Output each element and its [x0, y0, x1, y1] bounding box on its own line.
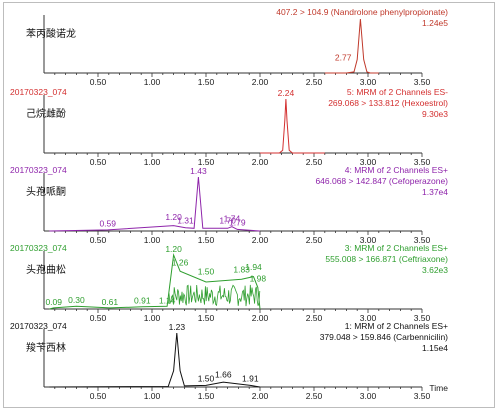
peak-label: 1.94	[245, 262, 262, 272]
x-tick-label: 1.00	[144, 235, 161, 245]
trace-header: 4: MRM of 2 Channels ES+	[345, 165, 448, 175]
trace-header: 3.62e3	[422, 265, 448, 275]
trace-header: 407.2 > 104.9 (Nandrolone phenylpropiona…	[276, 7, 448, 17]
x-tick-label: 2.00	[252, 313, 269, 323]
trace-header: 5: MRM of 2 Channels ES-	[347, 87, 448, 97]
trace-header: 1.24e5	[422, 18, 448, 28]
compound-name: 头孢哌酮	[26, 185, 66, 198]
trace-line	[49, 176, 261, 232]
trace-noise	[167, 284, 261, 307]
trace-header: 1: MRM of 2 Channels ES+	[345, 321, 448, 331]
x-tick-label: 0.50	[90, 235, 107, 245]
x-tick-label: 1.00	[144, 391, 161, 401]
peak-label: 1.98	[250, 274, 267, 284]
trace-header: 555.008 > 166.871 (Ceftriaxone)	[325, 254, 448, 264]
peak-label: 0.59	[99, 218, 116, 228]
x-tick-label: 3.00	[360, 157, 377, 167]
x-tick-label: 0.50	[90, 77, 107, 87]
peak-label: 2.77	[335, 52, 352, 62]
x-tick-label: 3.50	[414, 391, 431, 401]
peak-label: 1.23	[169, 322, 186, 332]
peak-label: 0.61	[102, 297, 119, 307]
peak-label: 1.66	[215, 370, 232, 380]
x-tick-label: 3.50	[414, 235, 431, 245]
x-tick-label: 2.00	[252, 77, 269, 87]
trace-header: 269.068 > 133.812 (Hexoestrol)	[328, 98, 448, 108]
sample-id: 20170323_074	[10, 243, 67, 253]
sample-id: 20170323_074	[10, 165, 67, 175]
x-tick-label: 1.50	[198, 313, 215, 323]
peak-label: 1.20	[165, 212, 182, 222]
peak-label: 2.24	[278, 88, 295, 98]
x-tick-label: 3.00	[360, 313, 377, 323]
x-tick-label: 1.00	[144, 313, 161, 323]
trace-header: 379.048 > 159.846 (Carbennicilin)	[320, 332, 448, 342]
x-tick-label: 2.50	[306, 313, 323, 323]
peak-label: 1.50	[198, 373, 215, 383]
compound-name: 苯丙酸诺龙	[26, 27, 76, 40]
peak-label: 1.43	[190, 166, 207, 176]
trace-header: 3: MRM of 2 Channels ES+	[345, 243, 448, 253]
trace-line	[260, 98, 325, 154]
compound-name: 头孢曲松	[26, 263, 66, 276]
chromatogram-stack: 407.2 > 104.9 (Nandrolone phenylpropiona…	[10, 7, 448, 401]
trace-header: 646.068 > 142.847 (Cefoperazone)	[315, 176, 448, 186]
peak-label: 0.09	[45, 297, 62, 307]
peak-label: 1.91	[242, 373, 259, 383]
chromatogram-frame: 407.2 > 104.9 (Nandrolone phenylpropiona…	[3, 2, 495, 408]
x-tick-label: 1.00	[144, 77, 161, 87]
peak-label: 1.26	[172, 258, 189, 268]
x-tick-label: 1.50	[198, 391, 215, 401]
x-tick-label: 2.50	[306, 391, 323, 401]
sample-id: 20170323_074	[10, 321, 67, 331]
x-axis-title: Time	[429, 383, 448, 393]
peak-label: 1.79	[229, 217, 246, 227]
x-tick-label: 3.50	[414, 313, 431, 323]
x-tick-label: 2.50	[306, 235, 323, 245]
trace-line	[324, 18, 379, 74]
sample-id: 20170323_074	[10, 87, 67, 97]
peak-label: 1.31	[177, 216, 194, 226]
peak-label: 1.70	[219, 216, 236, 226]
x-tick-label: 3.00	[360, 235, 377, 245]
x-tick-label: 1.50	[198, 77, 215, 87]
x-tick-label: 0.50	[90, 313, 107, 323]
x-tick-label: 2.00	[252, 235, 269, 245]
trace-header: 1.15e4	[422, 343, 448, 353]
x-tick-label: 1.50	[198, 157, 215, 167]
x-tick-label: 0.50	[90, 391, 107, 401]
peak-label: 1.14	[159, 295, 176, 305]
x-tick-label: 2.00	[252, 157, 269, 167]
x-tick-label: 3.50	[414, 157, 431, 167]
trace-line	[49, 332, 261, 388]
x-tick-label: 1.00	[144, 157, 161, 167]
trace-line	[49, 253, 261, 310]
x-tick-label: 2.00	[252, 391, 269, 401]
trace-header: 1.37e4	[422, 187, 448, 197]
compound-name: 羧苄西林	[26, 341, 66, 354]
x-tick-label: 3.00	[360, 391, 377, 401]
peak-label: 1.20	[165, 244, 182, 254]
compound-name: 己烷雌酚	[26, 107, 66, 120]
peak-label: 1.83	[233, 265, 250, 275]
x-tick-label: 2.50	[306, 157, 323, 167]
peak-label: 0.91	[134, 295, 151, 305]
x-tick-label: 3.00	[360, 77, 377, 87]
peak-label: 1.50	[198, 267, 215, 277]
x-tick-label: 3.50	[414, 77, 431, 87]
x-tick-label: 1.50	[198, 235, 215, 245]
x-tick-label: 0.50	[90, 157, 107, 167]
peak-label: 1.74	[224, 214, 241, 224]
peak-label: 0.30	[68, 295, 85, 305]
x-tick-label: 2.50	[306, 77, 323, 87]
trace-header: 9.30e3	[422, 109, 448, 119]
